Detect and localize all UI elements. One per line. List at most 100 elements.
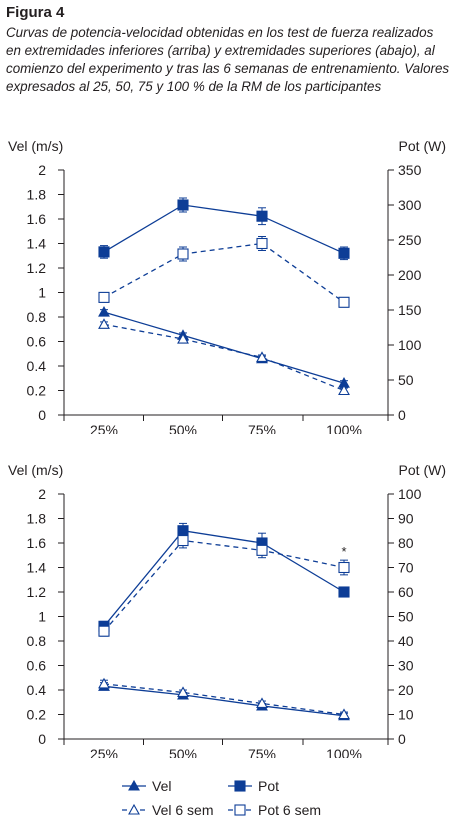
chart-top-series-pot-point bbox=[256, 210, 268, 222]
chart-top-ytick-right-label: 250 bbox=[398, 232, 422, 248]
chart-bottom-series-pot-6-sem-point bbox=[338, 561, 350, 574]
chart-top-series-pot-point bbox=[98, 246, 110, 258]
chart-bottom-ytick-right-label: 90 bbox=[398, 511, 414, 527]
chart-bottom-ytick-right-label: 80 bbox=[398, 535, 414, 551]
chart-bottom-ytick-left-label: 0.2 bbox=[27, 707, 47, 723]
chart-top-series-pot-6-sem-line bbox=[103, 242, 345, 303]
chart-bottom-ytick-right-label: 0 bbox=[398, 731, 406, 747]
chart-top-series-pot-6-sem-point bbox=[98, 291, 110, 303]
chart-top-series-pot-point bbox=[177, 199, 189, 211]
legend-label-pot: Pot bbox=[258, 778, 279, 794]
chart-bottom-series-vel-line bbox=[103, 685, 345, 717]
chart-bottom-xtick-label: 75% bbox=[248, 746, 276, 758]
chart-bottom-ylabel-right: Pot (W) bbox=[399, 462, 446, 478]
chart-bottom-ytick-left-label: 1.2 bbox=[27, 584, 47, 600]
chart-bottom-ytick-left-label: 0.8 bbox=[27, 633, 47, 649]
chart-bottom-xtick-label: 100% bbox=[326, 746, 362, 758]
legend-item-pot: Pot bbox=[228, 778, 279, 794]
chart-bottom-series-vel-6-sem-point bbox=[98, 677, 110, 689]
chart-bottom-ytick-right-label: 60 bbox=[398, 584, 414, 600]
chart-bottom-ytick-right-label: 20 bbox=[398, 682, 414, 698]
legend-item-vel: Vel bbox=[122, 778, 171, 794]
chart-top-ylabel-right: Pot (W) bbox=[399, 138, 446, 154]
chart-bottom-ytick-left-label: 0.4 bbox=[27, 682, 47, 698]
chart-top-ytick-right-label: 50 bbox=[398, 372, 414, 388]
square-filled-icon bbox=[234, 780, 246, 792]
chart-top-series-pot-6-sem bbox=[98, 236, 350, 308]
chart-top-ytick-left-label: 1.2 bbox=[27, 260, 47, 276]
triangle-open-icon bbox=[128, 803, 140, 815]
legend-item-pot6: Pot 6 sem bbox=[228, 802, 321, 818]
chart-bottom-ytick-right-label: 10 bbox=[398, 707, 414, 723]
chart-top-series-vel-line bbox=[103, 311, 345, 384]
chart-bottom-series-vel-6-sem-point bbox=[338, 708, 350, 720]
chart-bottom-series-pot-6-sem-point bbox=[177, 535, 189, 547]
chart-bottom-ytick-left-label: 1.4 bbox=[27, 560, 47, 576]
chart-top-ytick-left-label: 2 bbox=[38, 162, 46, 178]
chart-top-ytick-left-label: 1.8 bbox=[27, 187, 47, 203]
chart-top-series-pot bbox=[98, 197, 350, 261]
chart-bottom-series-vel-6-sem-point bbox=[256, 697, 268, 709]
chart-top-ytick-left-label: 1.6 bbox=[27, 211, 47, 227]
chart-bottom-ytick-right-label: 100 bbox=[398, 486, 422, 502]
chart-bottom-ytick-right-label: 40 bbox=[398, 633, 414, 649]
chart-top-ytick-right-label: 150 bbox=[398, 302, 422, 318]
chart-top-ytick-right-label: 200 bbox=[398, 267, 422, 283]
chart-top-series-pot-6-sem-point bbox=[256, 237, 268, 250]
chart-bottom-series-pot bbox=[98, 522, 350, 632]
chart-top-series-pot-6-sem-point bbox=[338, 296, 350, 308]
chart-bottom-series-vel-6-sem-line bbox=[103, 683, 345, 716]
chart-bottom-series-pot-6-sem-point bbox=[256, 544, 268, 556]
chart-top-series-pot-6-sem-point bbox=[177, 248, 189, 260]
legend-item-vel6: Vel 6 sem bbox=[122, 802, 213, 818]
chart-bottom-ytick-right-label: 50 bbox=[398, 609, 414, 625]
chart-bottom-series-pot-line bbox=[103, 530, 345, 627]
chart-top: Vel (m/s) Pot (W) 0 0.2 0.4 0.6 0.8 1 1.2 1.4 1.6 1… bbox=[8, 138, 446, 434]
chart-bottom-series-vel-6-sem bbox=[98, 677, 350, 720]
chart-bottom-xtick-label: 25% bbox=[90, 746, 118, 758]
chart-top-series-vel-6-sem bbox=[98, 318, 350, 396]
chart-top-xtick-label: 75% bbox=[248, 422, 276, 434]
chart-top-series-vel-6-sem-point bbox=[256, 351, 268, 362]
chart-bottom-ylabel-left: Vel (m/s) bbox=[8, 462, 63, 478]
chart-bottom: Vel (m/s) Pot (W) 0 0.2 0.4 0.6 0.8 1 1.2 1.4 1.6 1… bbox=[8, 462, 446, 758]
legend-label-vel: Vel bbox=[152, 778, 171, 794]
chart-bottom-ytick-left-label: 0 bbox=[38, 731, 46, 747]
chart-bottom-ytick-right-label: 30 bbox=[398, 658, 414, 674]
chart-bottom-annotation: * bbox=[341, 544, 346, 559]
chart-bottom-ytick-right-label: 70 bbox=[398, 560, 414, 576]
chart-top-xtick-label: 100% bbox=[326, 422, 362, 434]
chart-bottom-ytick-left-label: 1 bbox=[38, 609, 46, 625]
chart-top-ytick-left-label: 0.2 bbox=[27, 383, 47, 399]
chart-top-series-vel-point bbox=[98, 305, 110, 317]
chart-top-xtick-label: 50% bbox=[169, 422, 197, 434]
chart-top-series-pot-point bbox=[338, 247, 350, 259]
chart-bottom-series-pot-6-sem bbox=[98, 532, 350, 637]
chart-top-ytick-left-label: 0.8 bbox=[27, 309, 47, 325]
chart-bottom-series-pot-point bbox=[338, 586, 350, 598]
chart-top-series-vel-6-sem-point bbox=[177, 332, 189, 344]
legend: Vel Pot Vel 6 sem Pot 6 sem bbox=[122, 778, 321, 818]
chart-top-ytick-left-label: 1 bbox=[38, 285, 46, 301]
chart-top-ytick-left-label: 0.6 bbox=[27, 334, 47, 350]
chart-top-ytick-left-label: 0 bbox=[38, 407, 46, 423]
chart-bottom-ytick-left-label: 2 bbox=[38, 486, 46, 502]
chart-bottom-series-pot-6-sem-line bbox=[103, 539, 345, 632]
chart-bottom-series-pot-6-sem-point bbox=[98, 625, 110, 637]
chart-bottom-ytick-left-label: 1.6 bbox=[27, 535, 47, 551]
chart-bottom-series-vel bbox=[98, 680, 350, 721]
chart-top-series-vel-6-sem-line bbox=[103, 323, 345, 392]
chart-bottom-xtick-label: 50% bbox=[169, 746, 197, 758]
legend-label-vel6: Vel 6 sem bbox=[152, 802, 213, 818]
chart-top-ytick-right-label: 100 bbox=[398, 337, 422, 353]
chart-bottom-ytick-left-label: 0.6 bbox=[27, 658, 47, 674]
figure-title: Figura 4 bbox=[6, 4, 65, 21]
chart-top-ytick-right-label: 350 bbox=[398, 162, 422, 178]
legend-label-pot6: Pot 6 sem bbox=[258, 802, 321, 818]
chart-top-series-vel-6-sem-point bbox=[98, 318, 110, 329]
chart-top-ytick-left-label: 1.4 bbox=[27, 236, 47, 252]
chart-top-ylabel-left: Vel (m/s) bbox=[8, 138, 63, 154]
chart-top-ytick-left-label: 0.4 bbox=[27, 358, 47, 374]
chart-top-series-vel-6-sem-point bbox=[338, 384, 350, 396]
square-open-icon bbox=[234, 804, 246, 816]
